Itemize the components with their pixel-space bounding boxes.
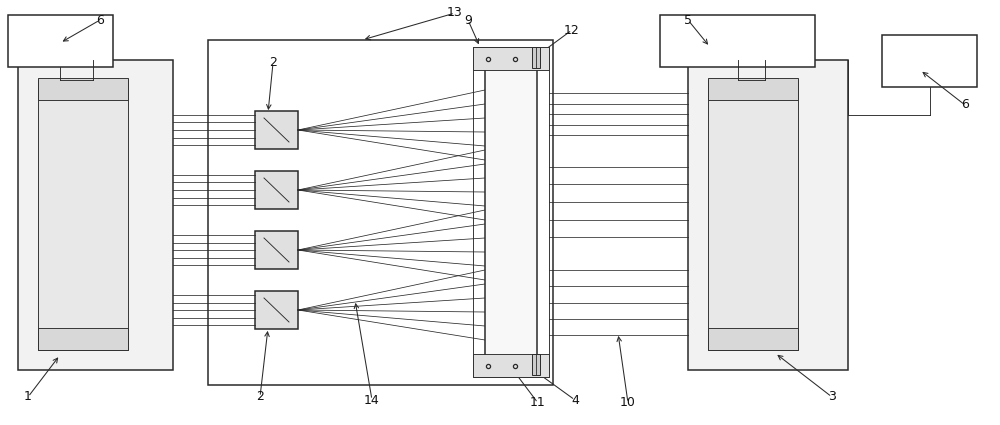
Text: 11: 11	[530, 397, 546, 410]
Text: 6: 6	[96, 14, 104, 26]
Text: 13: 13	[447, 6, 463, 20]
Text: 2: 2	[269, 57, 277, 70]
Bar	[18, 60, 173, 370]
Bar	[255, 231, 298, 269]
Bar	[208, 40, 553, 385]
Bar	[882, 35, 977, 87]
Bar	[255, 171, 298, 209]
Text: 1: 1	[24, 391, 32, 403]
Text: 4: 4	[571, 394, 579, 406]
Bar	[708, 328, 798, 350]
Bar	[38, 78, 128, 100]
Bar	[473, 47, 549, 70]
Text: 5: 5	[684, 14, 692, 26]
Text: 3: 3	[828, 391, 836, 403]
Text: 10: 10	[620, 397, 636, 410]
Bar	[255, 111, 298, 149]
Bar	[473, 354, 549, 377]
Bar	[532, 354, 540, 375]
Bar	[485, 57, 537, 367]
Bar	[473, 47, 549, 377]
Bar	[38, 328, 128, 350]
Text: 9: 9	[464, 14, 472, 26]
Text: 14: 14	[364, 394, 380, 406]
Bar	[532, 47, 540, 68]
Bar	[660, 15, 815, 67]
Text: 12: 12	[564, 23, 580, 37]
Bar	[255, 291, 298, 329]
Bar	[8, 15, 113, 67]
Text: 6: 6	[961, 99, 969, 111]
Bar	[708, 80, 798, 350]
Text: 2: 2	[256, 391, 264, 403]
Bar	[688, 60, 848, 370]
Bar	[38, 80, 128, 350]
Bar	[708, 78, 798, 100]
